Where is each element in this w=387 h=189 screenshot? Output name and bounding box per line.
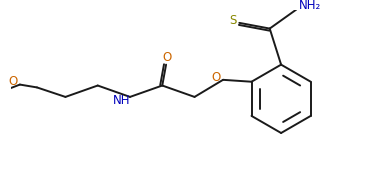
Text: NH₂: NH₂ bbox=[298, 0, 321, 12]
Text: S: S bbox=[229, 15, 236, 27]
Text: O: O bbox=[163, 50, 172, 64]
Text: O: O bbox=[9, 75, 18, 88]
Text: O: O bbox=[212, 71, 221, 84]
Text: NH: NH bbox=[113, 94, 130, 107]
